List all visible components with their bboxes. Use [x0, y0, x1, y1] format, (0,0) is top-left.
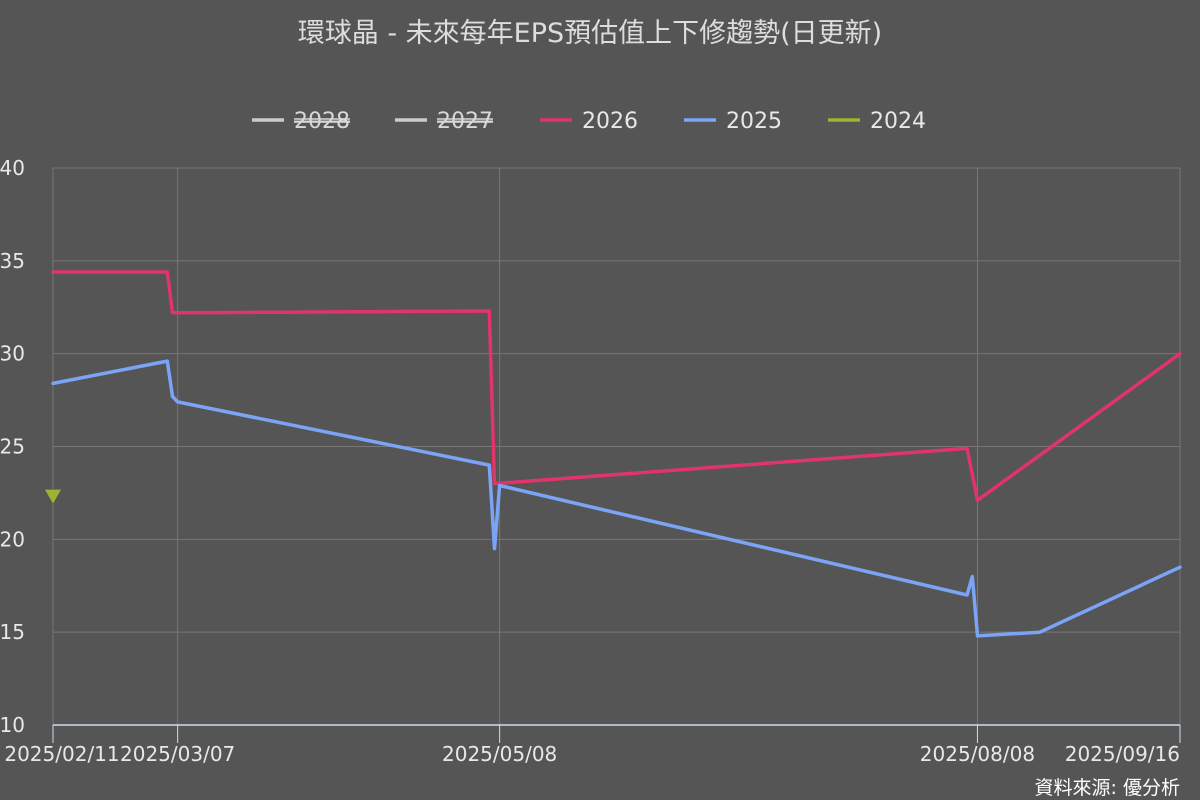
y-tick-label: 35: [0, 249, 25, 273]
series-2024-marker: [45, 489, 61, 504]
plot-area: [45, 270, 1182, 638]
chart-title: 環球晶 - 未來每年EPS預估值上下修趨勢(日更新): [298, 18, 882, 49]
x-tick-label: 2025/08/08: [920, 742, 1035, 766]
grid-lines: [52, 167, 1181, 725]
y-tick-label: 15: [0, 620, 25, 644]
legend-label-2027: 2027: [437, 109, 493, 134]
y-tick-label: 25: [0, 435, 25, 459]
series-2025-line: [51, 359, 1182, 638]
x-tick-label: 2025/09/16: [1065, 742, 1180, 766]
x-tick-label: 2025/05/08: [442, 742, 557, 766]
x-axis: 2025/02/11 2025/03/07 2025/05/08 2025/08/08…: [4, 724, 1181, 766]
legend-label-2026: 2026: [582, 109, 638, 134]
y-axis: 10 15 20 25 30 35 40: [0, 156, 25, 737]
y-tick-label: 30: [0, 342, 25, 366]
series-2026-line: [51, 270, 1182, 503]
y-tick-label: 40: [0, 156, 25, 180]
data-source-label: 資料來源: 優分析: [1035, 777, 1180, 799]
legend-label-2028: 2028: [294, 109, 350, 134]
chart-legend: 2028 2027 2026 2025 2024: [252, 109, 926, 134]
legend-label-2025: 2025: [726, 109, 782, 134]
x-tick-label: 2025/02/11: [4, 742, 119, 766]
x-tick-label: 2025/03/07: [120, 742, 235, 766]
y-tick-label: 20: [0, 527, 25, 551]
y-tick-label: 10: [0, 713, 25, 737]
legend-label-2024: 2024: [870, 109, 926, 134]
